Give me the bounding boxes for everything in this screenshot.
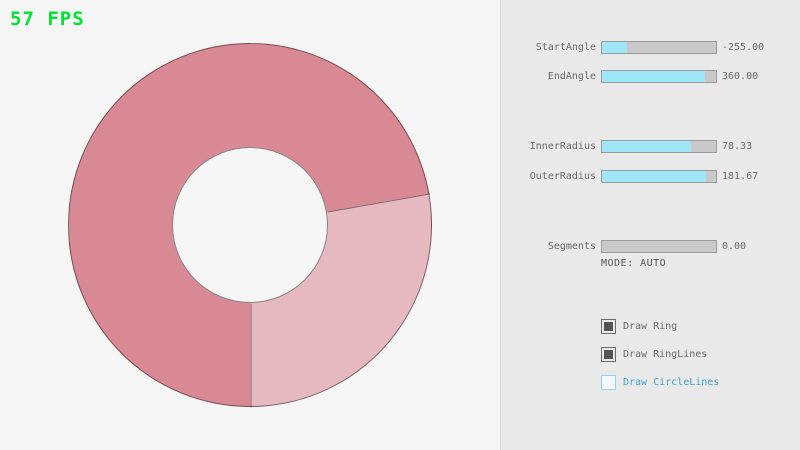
segments-slider[interactable] xyxy=(601,239,717,253)
start-angle-value: -255.00 xyxy=(722,41,765,53)
end-angle-slider-fill xyxy=(602,70,705,82)
ring-boundary-line-bottom xyxy=(250,303,252,408)
segments-mode-text: MODE: AUTO xyxy=(601,258,667,269)
start-angle-label: StartAngle xyxy=(535,41,596,53)
start-angle-slider-fill xyxy=(602,41,627,53)
draw-ring-label: Draw Ring xyxy=(623,320,678,332)
outer-radius-value: 181.67 xyxy=(722,170,759,182)
draw-ring-checkbox[interactable] xyxy=(601,318,616,334)
end-angle-slider[interactable] xyxy=(601,69,717,83)
inner-radius-slider-fill xyxy=(602,140,692,152)
draw-circlelines-label: Draw CircleLines xyxy=(623,376,720,388)
control-panel: StartAngle -255.00 EndAngle 360.00 Inner… xyxy=(500,0,800,450)
outer-radius-label: OuterRadius xyxy=(529,170,596,182)
inner-radius-label: InnerRadius xyxy=(529,140,596,152)
start-angle-slider[interactable] xyxy=(601,40,717,54)
slider-row-end-angle: EndAngle 360.00 xyxy=(501,69,800,83)
checkbox-row-draw-ringlines[interactable]: Draw RingLines xyxy=(601,346,707,362)
slider-row-start-angle: StartAngle -255.00 xyxy=(501,40,800,54)
segments-label: Segments xyxy=(547,240,596,252)
outer-radius-slider-fill xyxy=(602,170,706,182)
checkbox-row-draw-circlelines[interactable]: Draw CircleLines xyxy=(601,374,719,390)
draw-circlelines-checkbox[interactable] xyxy=(601,374,616,390)
checkbox-row-draw-ring[interactable]: Draw Ring xyxy=(601,318,677,334)
ring-boundary-line-start xyxy=(327,193,431,213)
slider-row-segments: Segments 0.00 xyxy=(501,239,800,253)
checkmark-fill-icon xyxy=(604,349,613,359)
draw-ringlines-label: Draw RingLines xyxy=(623,348,708,360)
checkmark-fill-icon xyxy=(604,321,613,331)
ring-inner-hole xyxy=(172,147,328,303)
donut-ring xyxy=(68,43,432,408)
end-angle-label: EndAngle xyxy=(547,70,596,82)
outer-radius-slider[interactable] xyxy=(601,169,717,183)
inner-radius-value: 78.33 xyxy=(722,140,753,152)
fps-counter: 57 FPS xyxy=(10,8,85,30)
draw-ringlines-checkbox[interactable] xyxy=(601,346,616,362)
inner-radius-slider[interactable] xyxy=(601,139,717,153)
slider-row-inner-radius: InnerRadius 78.33 xyxy=(501,139,800,153)
end-angle-value: 360.00 xyxy=(722,70,759,82)
segments-value: 0.00 xyxy=(722,240,747,252)
slider-row-outer-radius: OuterRadius 181.67 xyxy=(501,169,800,183)
